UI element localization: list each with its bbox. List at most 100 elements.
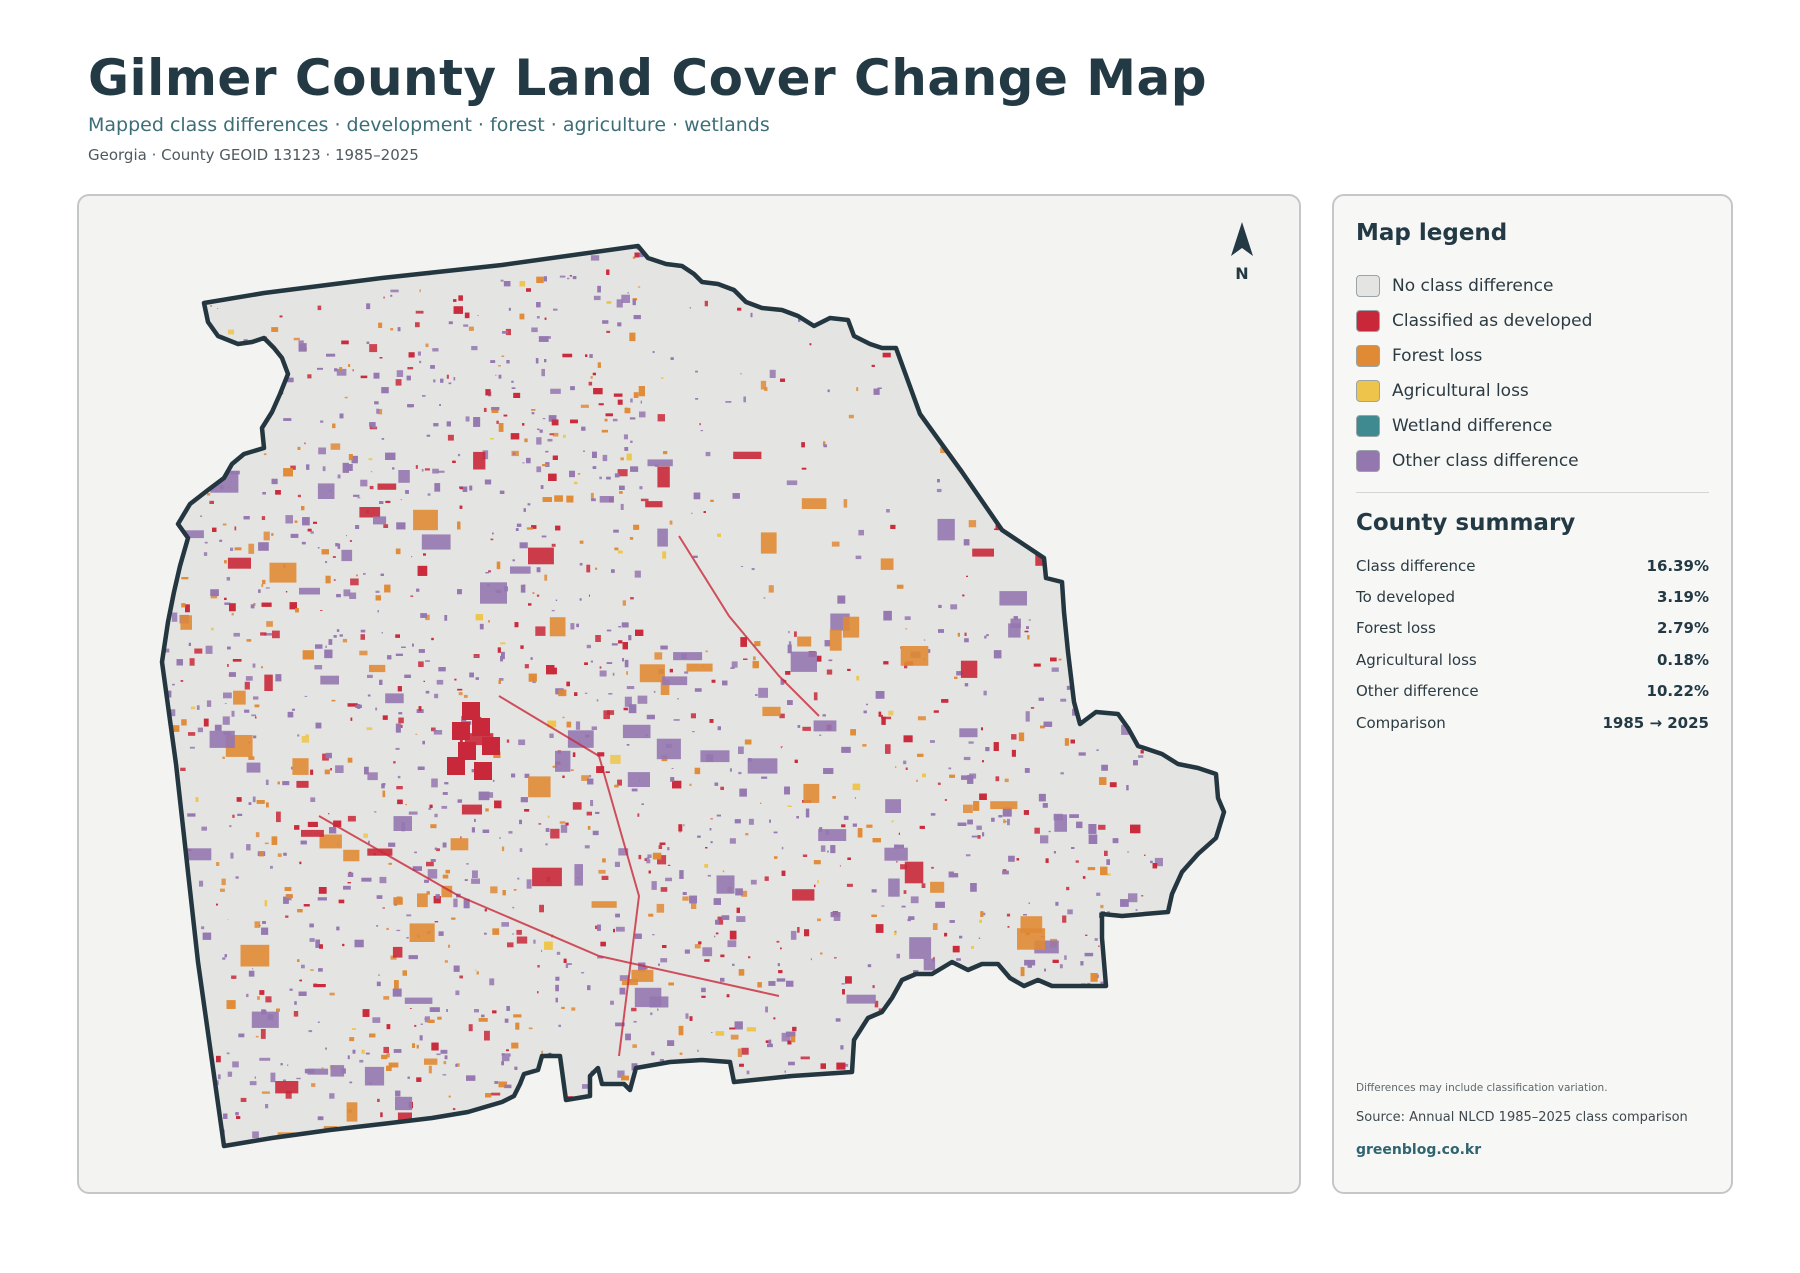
legend-label: Other class difference	[1392, 450, 1579, 471]
change-patch	[902, 1128, 913, 1138]
change-patch	[1030, 1019, 1041, 1025]
change-patch	[488, 570, 491, 573]
change-patch	[222, 756, 225, 759]
change-patch	[142, 1057, 143, 1060]
change-patch	[166, 785, 171, 790]
change-patch	[501, 253, 513, 262]
change-patch	[512, 906, 515, 909]
change-patch	[381, 438, 385, 440]
change-patch	[418, 706, 422, 712]
change-patch	[999, 1096, 1002, 1099]
change-patch	[152, 909, 154, 912]
change-patch	[500, 642, 506, 645]
change-patch	[353, 1140, 355, 1143]
change-patch	[913, 986, 918, 991]
change-patch	[784, 786, 790, 795]
change-patch	[140, 516, 141, 518]
change-patch	[226, 577, 231, 581]
change-patch	[790, 651, 817, 672]
change-patch	[596, 766, 605, 773]
change-patch	[781, 1032, 791, 1042]
change-patch	[692, 731, 695, 733]
change-patch	[192, 977, 196, 981]
change-patch	[872, 838, 881, 843]
change-patch	[1120, 996, 1124, 999]
change-patch	[154, 846, 158, 849]
change-patch	[768, 1039, 772, 1044]
change-patch	[1143, 411, 1148, 414]
change-patch	[149, 713, 157, 716]
change-patch	[679, 1052, 683, 1055]
change-patch	[658, 963, 660, 966]
change-patch	[613, 928, 615, 933]
change-patch	[265, 587, 270, 589]
change-patch	[536, 594, 540, 597]
change-patch	[201, 1129, 210, 1133]
change-patch	[1007, 270, 1013, 274]
change-patch	[442, 842, 447, 848]
change-patch	[227, 664, 229, 667]
change-patch	[753, 656, 756, 661]
change-patch	[985, 1057, 992, 1067]
change-patch	[1153, 1151, 1155, 1153]
change-patch	[586, 811, 592, 816]
change-patch	[999, 1096, 1002, 1099]
change-patch	[515, 1022, 520, 1030]
change-patch	[142, 837, 148, 842]
change-patch	[979, 919, 982, 923]
change-patch	[412, 643, 414, 647]
change-patch	[261, 1091, 270, 1094]
site-link[interactable]: greenblog.co.kr	[1356, 1142, 1482, 1158]
change-patch	[411, 556, 413, 558]
change-patch	[432, 1127, 436, 1132]
change-patch	[581, 775, 590, 781]
change-patch	[1118, 1096, 1120, 1098]
change-patch	[275, 230, 278, 234]
change-patch	[1137, 321, 1144, 324]
change-patch	[562, 716, 565, 719]
change-patch	[240, 1097, 247, 1102]
change-patch	[1096, 611, 1105, 620]
change-patch	[697, 835, 701, 838]
change-patch	[881, 905, 885, 907]
change-patch	[148, 378, 152, 380]
change-patch	[593, 388, 603, 395]
change-patch	[549, 833, 551, 836]
change-patch	[454, 678, 457, 681]
change-patch	[182, 894, 186, 896]
change-patch	[570, 386, 575, 391]
change-patch	[739, 788, 747, 797]
change-patch	[579, 540, 584, 544]
change-patch	[1065, 1129, 1072, 1137]
summary-heading: County summary	[1356, 510, 1576, 536]
change-patch	[1002, 807, 1012, 817]
county-map[interactable]	[79, 196, 1301, 1194]
change-patch	[813, 692, 818, 701]
change-patch	[633, 524, 640, 530]
change-patch	[238, 258, 240, 260]
change-patch	[746, 1027, 756, 1032]
change-patch	[259, 990, 265, 995]
change-patch	[408, 811, 418, 815]
change-patch	[462, 1155, 472, 1163]
change-patch	[395, 1096, 413, 1111]
change-patch	[717, 916, 724, 925]
change-patch	[753, 1123, 756, 1126]
change-patch	[250, 417, 252, 421]
change-patch	[653, 690, 656, 693]
change-patch	[201, 1129, 210, 1133]
change-patch	[186, 1060, 190, 1067]
change-patch	[632, 1139, 635, 1145]
change-patch	[948, 1152, 954, 1158]
map-panel[interactable]	[77, 194, 1301, 1194]
change-patch	[1149, 1050, 1153, 1054]
change-patch	[1060, 698, 1067, 702]
change-patch	[564, 1134, 567, 1137]
change-patch	[572, 276, 577, 280]
change-patch	[510, 566, 531, 574]
change-patch	[738, 746, 744, 754]
change-patch	[349, 1037, 355, 1042]
change-patch	[665, 877, 672, 882]
change-patch	[915, 1109, 920, 1113]
change-patch	[541, 535, 547, 538]
